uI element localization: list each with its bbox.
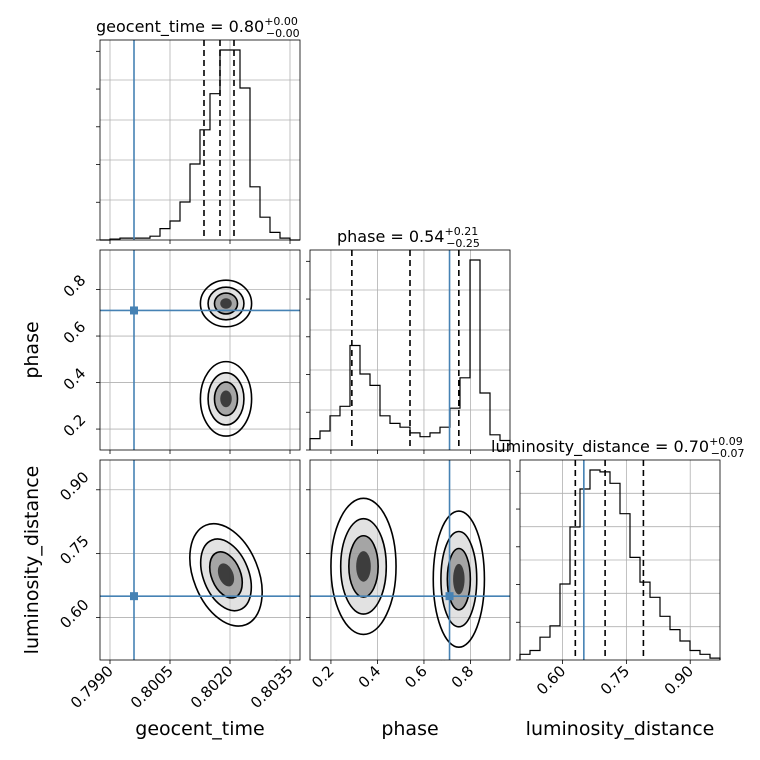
- panel-lum-geocent-frame: [99, 459, 301, 661]
- x-tick-label: 0.75: [597, 662, 633, 698]
- panel-lum-hist-frame: [519, 459, 721, 661]
- truth-marker: [445, 592, 454, 601]
- y-tick-label: 0.6: [60, 318, 90, 348]
- y-tick-label: 0.4: [60, 364, 90, 394]
- xlabel-geocent-time: geocent_time: [135, 718, 264, 740]
- x-tick-label: 0.8020: [187, 662, 237, 712]
- x-tick-label: 0.8005: [127, 662, 177, 712]
- panel-lum-phase-frame: [309, 459, 511, 661]
- panel-geocent-hist-frame: [99, 39, 301, 241]
- xlabel-luminosity-distance: luminosity_distance: [526, 718, 715, 740]
- y-tick-label: 0.8: [60, 271, 90, 301]
- density-contour: [220, 390, 232, 408]
- x-tick-label: 0.2: [308, 662, 338, 692]
- y-tick-label: 0.2: [60, 411, 90, 441]
- truth-marker: [130, 306, 138, 315]
- panel-phase-geocent-frame: [99, 249, 301, 451]
- title-geocent-time: geocent_time = 0.80+0.00 −0.00: [96, 15, 300, 40]
- title-luminosity-distance: luminosity_distance = 0.70+0.09 −0.07: [491, 435, 745, 460]
- x-tick-label: 0.8035: [247, 662, 297, 712]
- density-contour: [220, 298, 232, 309]
- x-tick-label: 0.90: [661, 662, 697, 698]
- ylabel-phase: phase: [21, 321, 43, 378]
- density-contour: [453, 563, 465, 595]
- panel-phase-geocent-bg: [100, 250, 300, 450]
- title-phase: phase = 0.54+0.21 −0.25: [337, 225, 480, 250]
- x-tick-label: 0.6: [401, 662, 431, 692]
- density-contour: [330, 497, 397, 636]
- x-tick-label: 0.4: [355, 662, 385, 692]
- x-tick-label: 0.8: [448, 662, 478, 692]
- density-contour: [356, 551, 371, 582]
- y-tick-label: 0.75: [56, 532, 92, 568]
- axes-layer: 0.20.40.60.80.7990 0.8005 0.8020 0.80350.60…: [56, 39, 721, 712]
- xlabel-phase: phase: [381, 718, 438, 740]
- truth-marker: [130, 592, 138, 601]
- panel-phase-hist-frame: [309, 249, 511, 451]
- density-contour: [217, 563, 235, 587]
- y-tick-label: 0.90: [56, 468, 92, 504]
- hist-luminosity-distance: [519, 469, 721, 660]
- y-tick-label: 0.60: [56, 596, 92, 632]
- density-contour: [189, 522, 263, 627]
- ylabel-luminosity-distance: luminosity_distance: [21, 466, 43, 655]
- density-contour: [199, 279, 253, 328]
- x-tick-label: 0.7990: [67, 662, 117, 712]
- hist-geocent-time: [100, 49, 300, 241]
- density-contour: [432, 510, 486, 649]
- x-tick-label: 0.60: [533, 662, 569, 698]
- density-contour: [199, 360, 253, 437]
